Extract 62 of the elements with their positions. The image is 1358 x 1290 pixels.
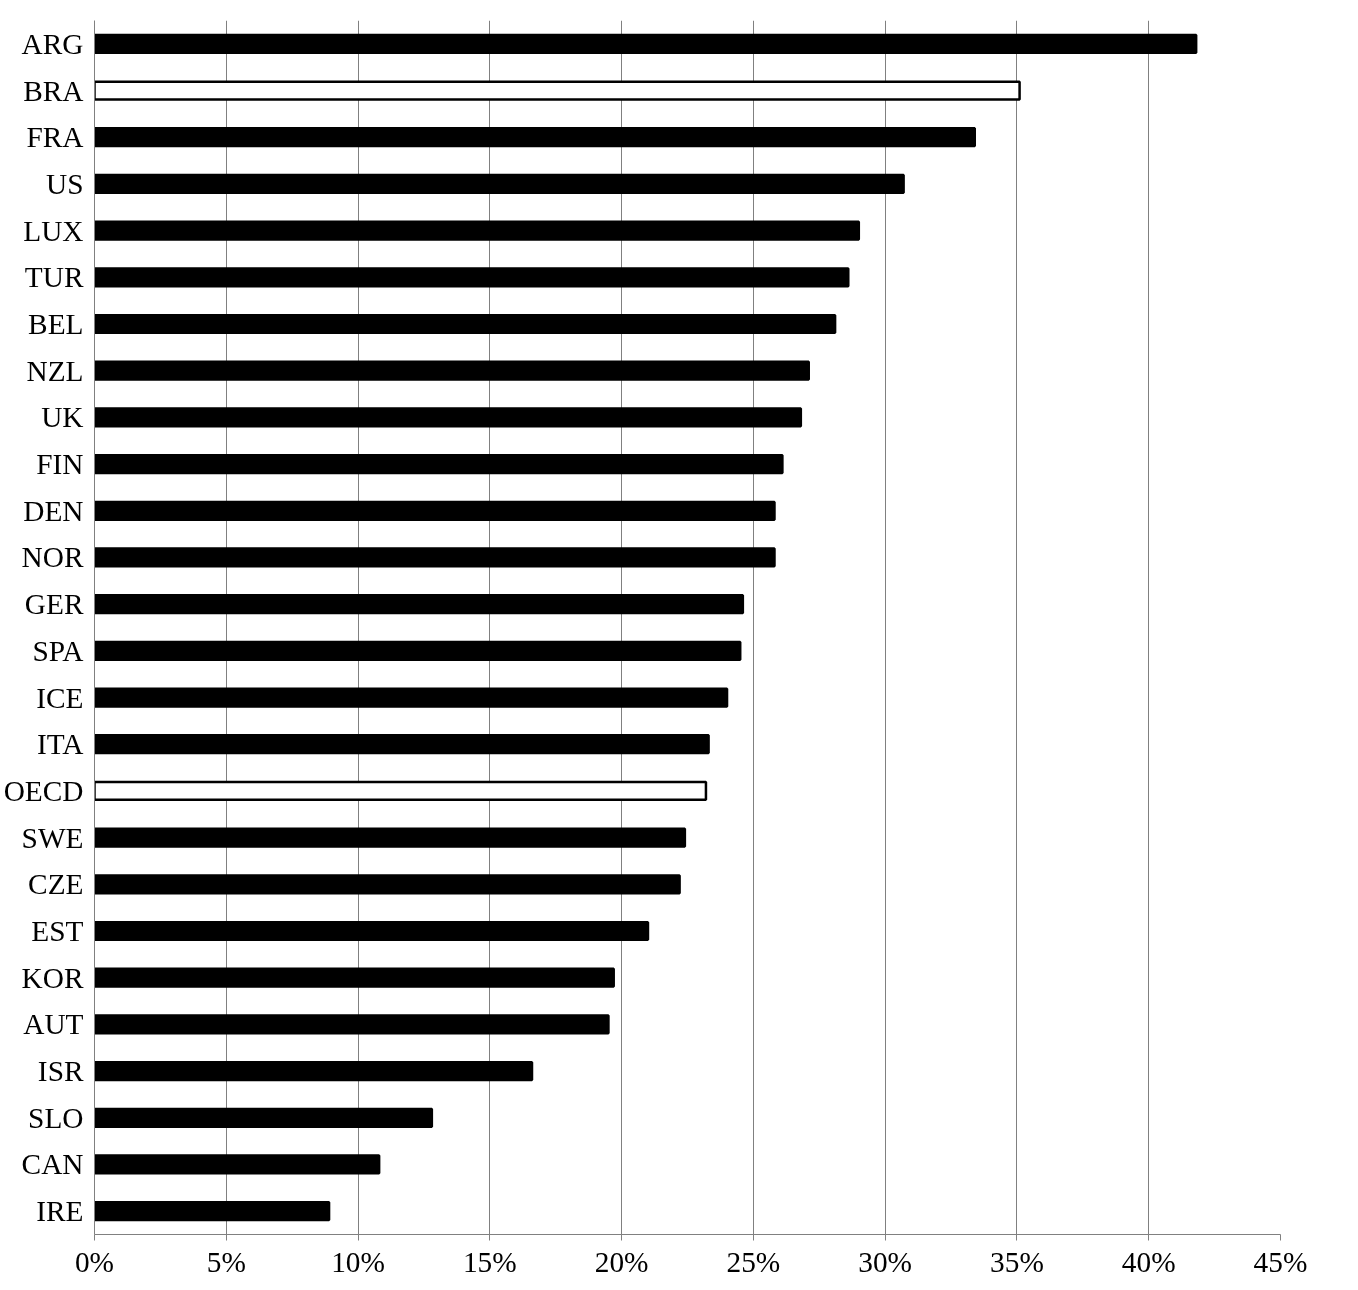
bar — [94, 220, 861, 241]
bar — [94, 453, 784, 475]
y-tick-label: FRA — [26, 121, 84, 154]
y-tick-label: KOR — [21, 961, 84, 994]
bar — [94, 827, 687, 848]
y-tick-label: FIN — [36, 448, 84, 481]
y-tick-label: ITA — [36, 728, 84, 761]
y-tick-label: EST — [31, 915, 84, 947]
y-tick-label: OECD — [3, 774, 84, 807]
bar — [94, 313, 837, 335]
x-tick-label: 40% — [1121, 1245, 1176, 1278]
bar — [94, 547, 776, 568]
bar — [94, 687, 729, 708]
bar — [94, 1201, 331, 1222]
x-tick-label: 5% — [206, 1245, 246, 1278]
y-tick-label: NOR — [21, 541, 84, 574]
y-tick-label: AUT — [23, 1008, 84, 1041]
bar — [94, 407, 803, 428]
bar — [94, 1060, 534, 1082]
x-tick-label: 20% — [594, 1245, 649, 1278]
y-tick-label: ISR — [37, 1055, 84, 1088]
y-tick-label: BEL — [28, 308, 84, 340]
bar — [94, 80, 1021, 101]
y-tick-label: IRE — [36, 1195, 84, 1228]
bar — [94, 500, 776, 521]
y-tick-label: CAN — [21, 1148, 84, 1181]
bar — [94, 127, 977, 148]
y-tick-label: GER — [24, 588, 84, 621]
y-tick-label: ICE — [36, 681, 84, 714]
y-tick-label: UK — [41, 401, 84, 434]
y-tick-label: US — [46, 167, 84, 200]
bar — [94, 594, 745, 615]
x-tick-label: 25% — [726, 1245, 781, 1278]
bar — [94, 33, 1198, 54]
x-tick-label: 35% — [990, 1245, 1044, 1278]
y-tick-label: LUX — [23, 214, 84, 247]
bar — [94, 874, 681, 895]
bar — [94, 1014, 610, 1035]
x-tick-label: 0% — [74, 1245, 115, 1278]
bar — [94, 920, 650, 942]
y-tick-label: NZL — [26, 354, 84, 387]
y-tick-label: DEN — [23, 494, 84, 527]
bar — [94, 780, 708, 802]
bar — [94, 1154, 381, 1175]
bar — [94, 173, 905, 195]
y-tick-label: BRA — [23, 74, 84, 107]
bar — [94, 967, 615, 988]
bar — [94, 360, 810, 381]
x-tick-label: 45% — [1253, 1245, 1308, 1278]
x-tick-label: 30% — [858, 1245, 913, 1278]
x-tick-label: 10% — [331, 1245, 385, 1278]
bar — [94, 1107, 434, 1128]
bar — [94, 267, 850, 288]
y-tick-label: TUR — [24, 261, 84, 294]
x-tick-label: 15% — [462, 1245, 517, 1278]
y-tick-label: SLO — [28, 1101, 84, 1134]
y-tick-label: SPA — [32, 634, 84, 667]
y-tick-label: CZE — [28, 868, 84, 901]
y-tick-label: SWE — [21, 821, 84, 854]
bar — [94, 734, 710, 755]
y-tick-label: ARG — [21, 27, 84, 60]
bar — [94, 640, 742, 661]
